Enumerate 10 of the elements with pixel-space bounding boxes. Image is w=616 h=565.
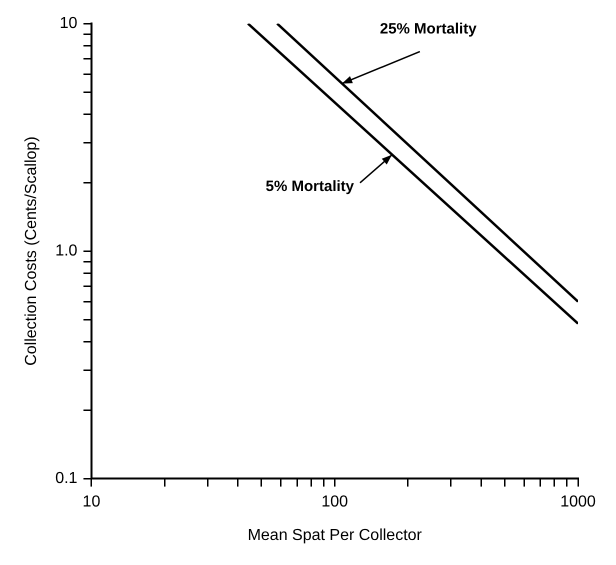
x-tick-label: 10	[82, 494, 100, 511]
annotation: 25% Mortality	[380, 20, 478, 38]
x-tick-label: 100	[321, 494, 348, 511]
y-tick-label: 0.1	[55, 470, 78, 488]
y-tick-label: 1.0	[55, 242, 78, 260]
y-tick-label: 10	[60, 15, 78, 32]
annotation: 5% Mortality	[266, 178, 355, 195]
y-axis-title: Collection Costs (Cents/Scallop)	[23, 136, 40, 366]
x-axis-title: Mean Spat Per Collector	[248, 526, 423, 544]
x-tick-label: 1000	[560, 494, 596, 511]
